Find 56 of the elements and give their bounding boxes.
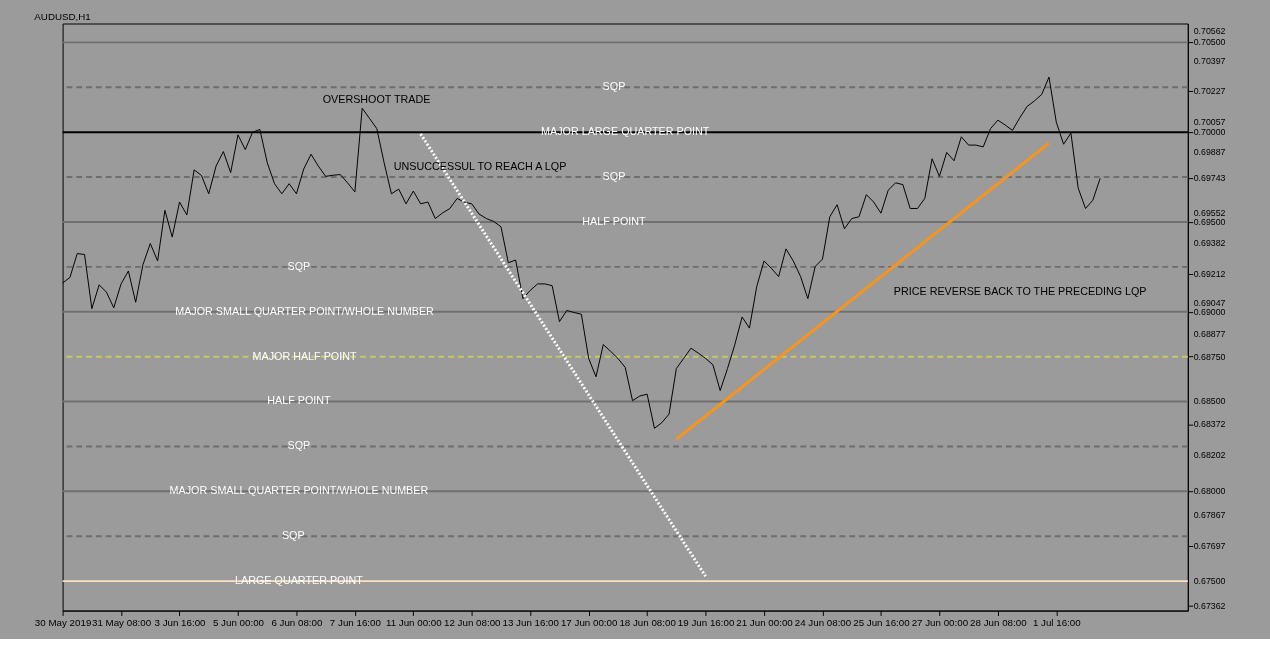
y-tick-label: 0.70500 bbox=[1193, 37, 1226, 48]
x-tick-label: 27 Jun 00:00 bbox=[911, 616, 969, 628]
y-tick-label: 0.69743 bbox=[1193, 173, 1226, 184]
x-tick-label: 19 Jun 16:00 bbox=[677, 616, 735, 628]
x-tick-label: 11 Jun 00:00 bbox=[385, 616, 443, 628]
ref-line-label: HALF POINT bbox=[267, 394, 331, 407]
y-tick-label: 0.67697 bbox=[1193, 540, 1226, 551]
ref-line-label: SQP bbox=[287, 259, 311, 272]
x-tick-label: 7 Jun 16:00 bbox=[329, 616, 382, 628]
y-tick-label: 0.70000 bbox=[1193, 127, 1226, 138]
y-tick-label: 0.67362 bbox=[1193, 600, 1226, 611]
x-tick-label: 28 Jun 08:00 bbox=[970, 616, 1028, 628]
ref-line-label: SQP bbox=[281, 529, 305, 542]
ref-line-label: MAJOR SMALL QUARTER POINT/WHOLE NUMBER bbox=[175, 304, 435, 317]
annotation: UNSUCCESSUL TO REACH A LQP bbox=[393, 160, 567, 173]
annotation: OVERSHOOT TRADE bbox=[322, 92, 431, 105]
y-tick-label: 0.70227 bbox=[1193, 86, 1226, 97]
x-tick-label: 6 Jun 08:00 bbox=[271, 616, 323, 628]
x-tick-label: 18 Jun 08:00 bbox=[619, 616, 677, 628]
y-tick-label: 0.69500 bbox=[1193, 216, 1226, 227]
annotation: PRICE REVERSE BACK TO THE PRECEDING LQP bbox=[893, 285, 1147, 298]
ref-line-label: MAJOR SMALL QUARTER POINT/WHOLE NUMBER bbox=[169, 484, 429, 497]
y-tick-label: 0.69552 bbox=[1193, 207, 1226, 218]
y-tick-label: 0.68372 bbox=[1193, 419, 1226, 430]
x-tick-label: 31 May 08:00 bbox=[91, 616, 152, 628]
y-tick-label: 0.69382 bbox=[1193, 238, 1226, 249]
ref-line-label: SQP bbox=[602, 170, 626, 182]
x-tick-label: 24 Jun 08:00 bbox=[794, 616, 852, 628]
x-tick-label: 5 Jun 00:00 bbox=[212, 616, 265, 628]
y-tick-label: 0.67867 bbox=[1193, 510, 1226, 521]
y-tick-label: 0.68877 bbox=[1193, 328, 1226, 339]
y-tick-label: 0.70057 bbox=[1193, 116, 1226, 127]
y-tick-label: 0.69000 bbox=[1193, 306, 1226, 317]
x-tick-label: 1 Jul 16:00 bbox=[1032, 616, 1082, 628]
y-tick-label: 0.70397 bbox=[1193, 55, 1226, 66]
x-tick-label: 13 Jun 16:00 bbox=[502, 616, 560, 628]
y-tick-label: 0.69887 bbox=[1193, 147, 1226, 158]
y-tick-label: 0.70562 bbox=[1193, 26, 1226, 37]
ref-line-label: HALF POINT bbox=[582, 214, 647, 227]
ref-line-label: SQP bbox=[602, 80, 626, 93]
y-tick-label: 0.68750 bbox=[1193, 351, 1226, 362]
x-tick-label: 3 Jun 16:00 bbox=[154, 616, 207, 628]
y-tick-label: 0.68000 bbox=[1193, 486, 1226, 497]
x-tick-label: 12 Jun 08:00 bbox=[444, 616, 502, 628]
x-tick-label: 30 May 2019 bbox=[34, 616, 92, 628]
y-tick-label: 0.69047 bbox=[1193, 298, 1226, 309]
y-tick-label: 0.69212 bbox=[1193, 268, 1226, 279]
x-tick-label: 21 Jun 00:00 bbox=[736, 616, 794, 628]
x-tick-label: 17 Jun 00:00 bbox=[560, 616, 618, 628]
ref-line-label: SQP bbox=[287, 439, 311, 452]
x-tick-label: 25 Jun 16:00 bbox=[853, 616, 911, 628]
y-tick-label: 0.67500 bbox=[1193, 576, 1226, 587]
ref-line-label: MAJOR HALF POINT bbox=[252, 349, 357, 362]
chart-title: AUDUSD,H1 bbox=[34, 10, 91, 22]
y-tick-label: 0.68500 bbox=[1193, 396, 1226, 407]
y-tick-label: 0.68202 bbox=[1193, 450, 1226, 460]
